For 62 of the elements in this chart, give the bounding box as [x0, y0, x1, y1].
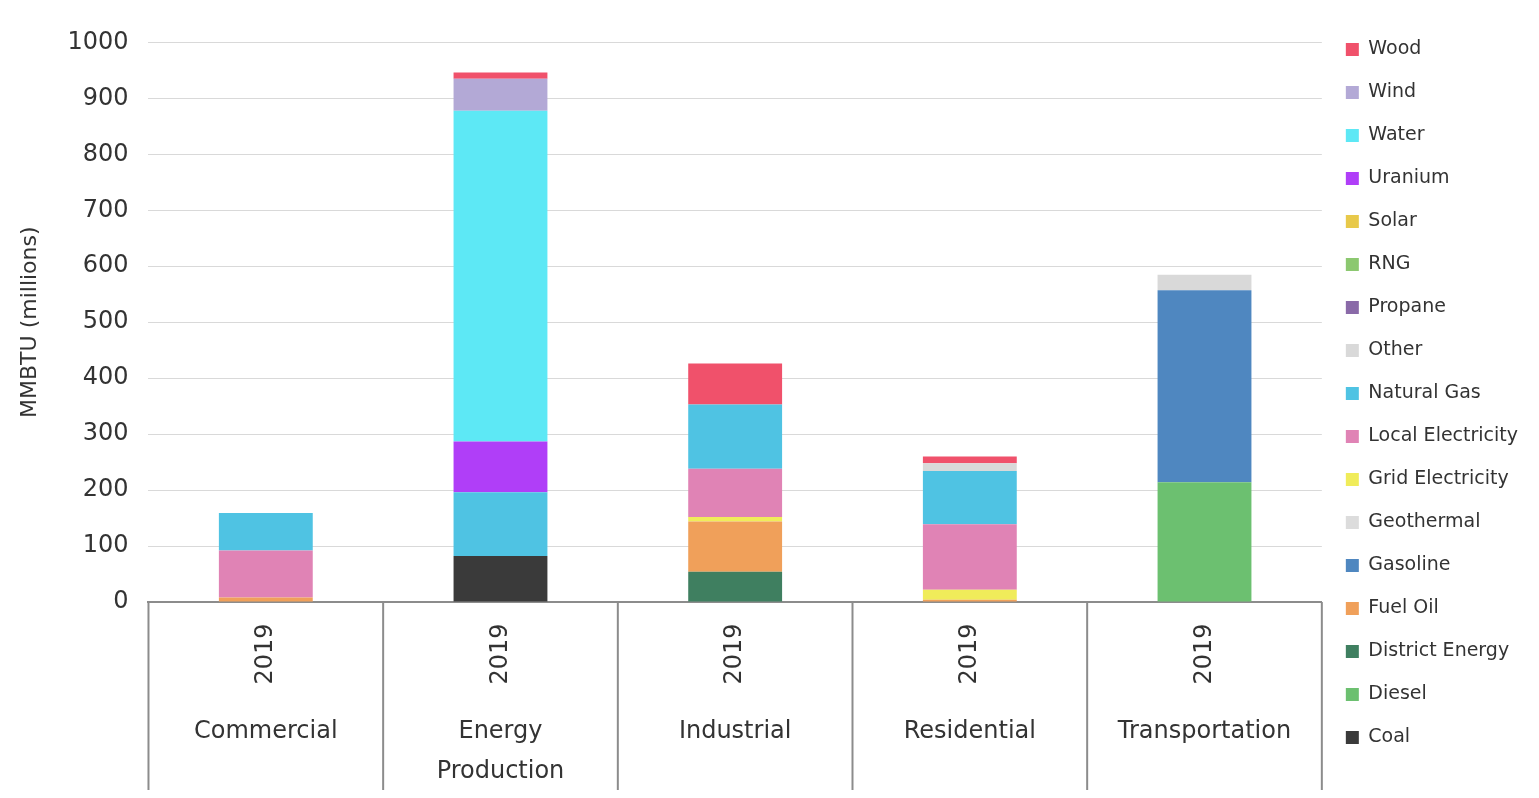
text: 2019	[719, 623, 748, 685]
bar	[453, 72, 548, 79]
y-tick-label: 400	[82, 362, 129, 391]
bar	[688, 516, 783, 522]
bar	[218, 550, 313, 598]
x-tick-label: Commercial	[194, 716, 338, 745]
y-tick-label: 900	[82, 82, 129, 111]
bar	[453, 441, 548, 493]
bar	[453, 556, 548, 602]
text: 2019	[1188, 623, 1217, 685]
x-tick-label: Industrial	[678, 716, 792, 745]
bar	[1157, 482, 1252, 602]
bar	[922, 456, 1017, 464]
bar	[922, 524, 1017, 590]
legend-label: Wood	[1368, 36, 1422, 59]
bar	[1157, 274, 1252, 291]
bar	[688, 363, 783, 405]
y-tick-label: 600	[82, 250, 129, 279]
bar	[922, 589, 1017, 600]
bar	[453, 492, 548, 557]
bar	[688, 404, 783, 469]
legend-label: Solar	[1368, 208, 1417, 231]
legend-label: Water	[1368, 122, 1425, 145]
legend-label: Geothermal	[1368, 509, 1481, 532]
legend-label: Natural Gas	[1368, 380, 1481, 403]
x-tick-label: Transportation	[1116, 716, 1292, 745]
legend-label: Propane	[1368, 294, 1446, 317]
bar	[688, 468, 783, 517]
y-tick-label: 500	[82, 306, 129, 335]
legend-label: Coal	[1368, 724, 1411, 747]
legend-label: Uranium	[1368, 165, 1450, 188]
bar	[688, 521, 783, 572]
bar	[453, 110, 548, 442]
legend-label: Diesel	[1368, 681, 1427, 704]
bar	[688, 571, 783, 602]
bar	[218, 513, 313, 551]
bar	[922, 471, 1017, 525]
legend-label: District Energy	[1368, 638, 1510, 661]
legend-label: Fuel Oil	[1368, 595, 1439, 618]
legend-label: RNG	[1368, 251, 1411, 274]
y-tick-label: 0	[113, 586, 129, 615]
bar	[453, 78, 548, 111]
legend-label: Wind	[1368, 79, 1417, 102]
y-axis-title: MMBTU (millions)	[15, 226, 41, 418]
y-tick-label: 300	[82, 418, 129, 447]
text: 2019	[954, 623, 983, 685]
y-tick-label: 100	[82, 530, 129, 559]
legend-label: Local Electricity	[1368, 423, 1519, 446]
bar	[922, 463, 1017, 472]
legend-label: Other	[1368, 337, 1423, 360]
text: 2019	[250, 623, 279, 685]
y-tick-label: 200	[82, 474, 129, 503]
legend-label: Gasoline	[1368, 552, 1451, 575]
y-tick-label: 700	[82, 194, 129, 223]
bar	[218, 597, 313, 602]
text: 2019	[484, 623, 513, 685]
y-tick-label: 800	[82, 138, 129, 167]
x-tick-label: Energy Production	[436, 716, 565, 785]
x-tick-label: Residential	[903, 716, 1036, 745]
legend-label: Grid Electricity	[1368, 466, 1509, 489]
bar	[1157, 290, 1252, 483]
y-tick-label: 1000	[67, 26, 129, 55]
